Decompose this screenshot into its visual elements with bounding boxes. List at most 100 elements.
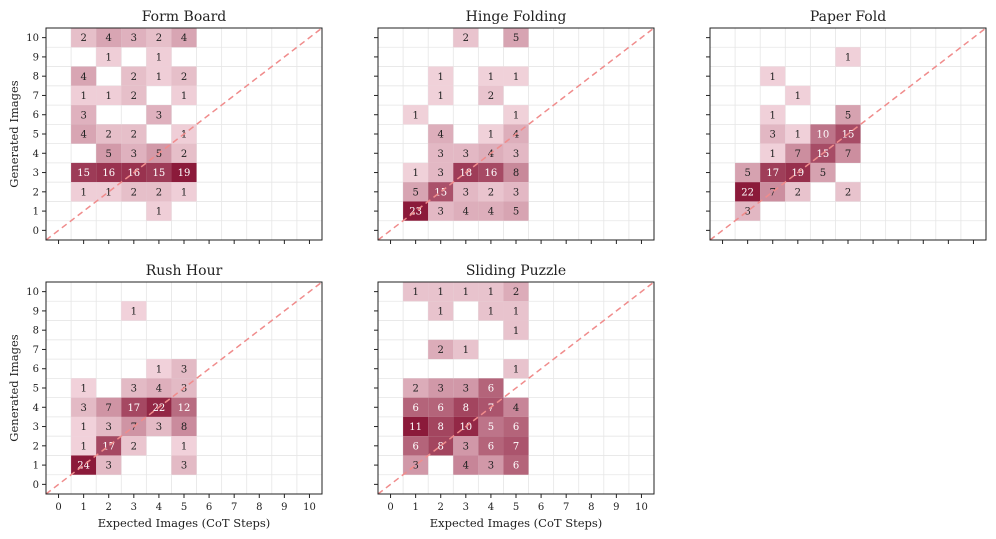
heatmap-cell [121, 397, 147, 417]
heatmap-cell [171, 455, 197, 475]
cell-value-label: 15 [842, 130, 855, 141]
cell-value-label: 7 [795, 149, 801, 160]
cell-value-label: 10 [817, 130, 830, 141]
cell-value-label: 1 [513, 72, 519, 83]
heatmap-cell [478, 85, 504, 106]
x-tick-label: 5 [513, 502, 519, 513]
cell-value-label: 3 [488, 461, 494, 472]
heatmap-cell [453, 378, 479, 398]
heatmap-cell [171, 143, 197, 163]
y-tick-label: 2 [33, 441, 39, 452]
panel-hinge-folding: 2 51 1 11 21 14 1 43 3 4 31 3 18 16 85 15 3 2 323 3 4 4 5Hinge… [374, 9, 655, 244]
cell-value-label: 3 [463, 384, 469, 395]
cell-value-label: 3 [412, 461, 418, 472]
cell-value-label: 1 [156, 53, 162, 64]
heatmap-cell [71, 162, 97, 183]
cell-value-label: 7 [770, 187, 776, 198]
heatmap-cell [428, 301, 454, 321]
cell-value-label: 3 [131, 384, 137, 395]
heatmap-cell [735, 182, 761, 202]
cell-value-label: 2 [488, 187, 494, 198]
cell-value-label: 3 [181, 461, 187, 472]
cell-value-label: 3 [463, 441, 469, 452]
cell-value-label: 2 [513, 287, 519, 298]
cell-value-label: 5 [513, 33, 519, 44]
heatmap-cell [428, 162, 454, 183]
cell-value-label: 3 [463, 187, 469, 198]
cell-value-label: 4 [106, 33, 112, 44]
cell-value-label: 1 [181, 187, 187, 198]
heatmap-cell [71, 436, 97, 456]
cell-value-label: 8 [438, 422, 444, 433]
cell-value-label: 2 [412, 384, 418, 395]
cell-value-label: 4 [181, 33, 187, 44]
cell-value-label: 19 [791, 168, 804, 179]
cell-value-label: 1 [513, 364, 519, 375]
cell-value-label: 6 [412, 403, 418, 414]
cell-value-label: 1 [156, 364, 162, 375]
cell-value-label: 1 [181, 130, 187, 141]
panel-title: Hinge Folding [466, 9, 567, 25]
heatmap-cell [71, 105, 97, 125]
heatmap-cell [453, 339, 479, 360]
heatmap-cell [453, 455, 479, 475]
heatmap-cell [96, 124, 122, 144]
heatmap-cell [503, 301, 529, 321]
y-axis-label: Generated Images [7, 334, 21, 441]
cell-value-label: 15 [817, 149, 830, 160]
cell-value-label: 1 [131, 307, 137, 318]
cell-value-label: 4 [156, 384, 162, 395]
cell-value-label: 3 [106, 422, 112, 433]
y-tick-label: 4 [33, 149, 39, 160]
cell-value-label: 8 [513, 168, 519, 179]
y-tick-label: 10 [26, 33, 39, 44]
heatmap-cell [760, 66, 786, 86]
y-tick-label: 5 [33, 130, 39, 141]
heatmap-cell [71, 397, 97, 417]
panel-rush-hour: 11 31 3 4 33 7 17 22 121 3 7 3 81 17 2 124 3 30 1 2 3 4 5 6 7 8 9 1… [7, 263, 323, 530]
heatmap-cell [735, 162, 761, 183]
heatmap-cell [71, 85, 97, 106]
cell-value-label: 4 [438, 130, 444, 141]
cell-value-label: 5 [412, 187, 418, 198]
cell-value-label: 8 [181, 422, 187, 433]
cell-value-label: 7 [488, 403, 494, 414]
heatmap-cell [478, 416, 504, 437]
cell-value-label: 19 [178, 168, 191, 179]
heatmap-cell [403, 105, 429, 125]
heatmap-cell [71, 28, 97, 48]
heatmap-cell [428, 201, 454, 221]
y-tick-label: 8 [33, 72, 39, 83]
heatmap-cell [171, 397, 197, 417]
cell-value-label: 1 [770, 149, 776, 160]
cell-value-label: 3 [131, 33, 137, 44]
cell-value-label: 1 [156, 72, 162, 83]
heatmap-cell [96, 416, 122, 437]
cell-value-label: 2 [131, 130, 137, 141]
panel-title: Form Board [142, 9, 227, 25]
heatmap-cell [96, 397, 122, 417]
cell-value-label: 1 [181, 441, 187, 452]
heatmap-cell [428, 416, 454, 437]
heatmap-cell [146, 28, 172, 48]
cell-value-label: 17 [766, 168, 779, 179]
heatmap-cell [146, 182, 172, 202]
cell-value-label: 1 [513, 110, 519, 121]
cell-value-label: 1 [795, 130, 801, 141]
x-tick-label: 1 [80, 502, 86, 513]
heatmap-cell [453, 436, 479, 456]
x-tick-label: 10 [303, 502, 316, 513]
y-tick-label: 10 [26, 287, 39, 298]
cell-value-label: 3 [131, 149, 137, 160]
panel-title: Paper Fold [810, 9, 886, 25]
heatmap-cell [96, 455, 122, 475]
heatmap-cell [146, 105, 172, 125]
cell-value-label: 1 [438, 72, 444, 83]
heatmap-cell [503, 66, 529, 86]
x-tick-label: 3 [463, 502, 469, 513]
heatmap-cell [453, 28, 479, 48]
cell-value-label: 4 [463, 207, 469, 218]
cell-value-label: 3 [513, 187, 519, 198]
cell-value-label: 1 [412, 287, 418, 298]
heatmap-cell [146, 359, 172, 379]
